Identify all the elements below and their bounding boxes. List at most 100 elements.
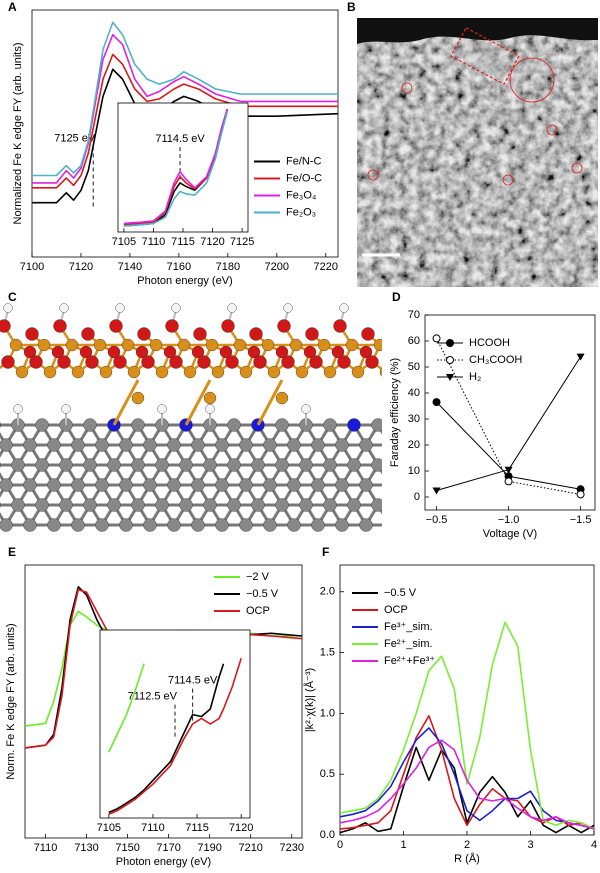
bond [184,379,212,426]
series-line [108,663,225,814]
oxygen-atom [197,355,211,369]
iron-atom [121,338,135,352]
iron-atom [317,338,331,352]
y-tick-label: 0.5 [320,768,335,780]
carbon-atom [83,458,97,472]
carbon-atom [227,418,241,432]
carbon-atom [275,418,289,432]
y-tick-label: 60 [408,335,420,347]
carbon-atom [71,478,85,492]
oxygen-atom [275,345,289,359]
carbon-atom [311,438,325,452]
carbon-atom [0,518,13,532]
iron-atom [93,338,107,352]
oxygen-atom [333,319,347,333]
marker [432,487,441,495]
legend-label: H₂ [469,371,481,383]
x-tick-label: 7110 [34,842,58,854]
micrograph [357,18,598,287]
x-tick-label: 7230 [279,842,303,854]
hydrogen-atom [301,404,311,414]
oxygen-atom [169,355,183,369]
carbon-atom [239,478,253,492]
carbon-atom [143,478,157,492]
oxygen-atom [113,355,127,369]
oxygen-atom [25,327,39,341]
marker [446,339,454,347]
x-tick-label: 7120 [229,822,253,834]
nitrogen-atom [347,418,361,432]
legend-label: Fe²⁺_sim. [384,638,433,650]
legend-label: −0.5 V [246,588,279,600]
x-tick-label: 7105 [112,236,136,248]
carbon-atom [323,458,337,472]
x-tick-label: 2 [464,839,470,851]
inset-frame [117,102,249,233]
series-line [123,111,229,227]
x-axis-label: Photon energy (eV) [116,856,211,868]
carbon-atom [359,518,373,532]
y-axis-label: Norm. Fe K edge FY (arb. units) [5,623,17,779]
oxygen-atom [57,355,71,369]
carbon-atom [11,458,25,472]
iron-atom [233,338,247,352]
carbon-atom [83,418,97,432]
highlight-box [450,26,520,86]
oxygen-atom [305,327,319,341]
carbon-atom [323,418,337,432]
x-axis-label: Voltage (V) [483,528,537,540]
carbon-atom [299,498,313,512]
hydrogen-atom [171,303,181,313]
carbon-atom [119,438,133,452]
oxygen-atom [1,355,15,369]
oxygen-atom [221,319,235,333]
y-tick-label: 1.5 [320,646,335,658]
atomic-structure [0,303,382,532]
plot-frame [339,564,595,836]
y-tick-label: 0 [414,491,420,503]
carbon-atom [167,518,181,532]
oxygen-atom [219,345,233,359]
carbon-atom [179,458,193,472]
carbon-atom [239,518,253,532]
legend-label: −2 V [246,571,270,583]
carbon-atom [83,498,97,512]
iron-atom [131,391,145,405]
bond [379,343,382,348]
x-tick-label: 7115 [185,822,209,834]
carbon-atom [215,518,229,532]
y-tick-label: 20 [408,439,420,451]
y-tick-label: 40 [408,387,420,399]
oxygen-atom [81,327,95,341]
carbon-atom [155,458,169,472]
annotation: 7114.5 eV [155,133,205,145]
carbon-atom [227,458,241,472]
x-tick-label: −1.0 [498,514,520,526]
series-line [32,21,338,177]
legend-label: HCOOH [469,337,510,349]
carbon-atom [119,478,133,492]
carbon-atom [119,518,133,532]
y-tick-label: 30 [408,413,420,425]
oxygen-atom [225,355,239,369]
x-tick-label: 7120 [69,261,93,273]
bond [256,379,284,426]
legend-label: CH₃COOH [469,354,522,366]
plot-frame [424,314,596,511]
x-tick-label: 7115 [171,236,195,248]
y-tick-label: 2.0 [320,586,335,598]
marker [576,353,585,361]
iron-atom [65,338,79,352]
carbon-atom [311,478,325,492]
carbon-atom [71,518,85,532]
series-line [339,715,595,830]
carbon-atom [95,438,109,452]
highlight-circle [571,162,583,174]
micrograph-texture [357,18,598,287]
x-tick-label: 7120 [200,236,224,248]
hydrogen-atom [227,303,237,313]
carbon-atom [227,498,241,512]
oxygen-atom [331,345,345,359]
marker [432,334,441,343]
legend-label: OCP [246,605,270,617]
